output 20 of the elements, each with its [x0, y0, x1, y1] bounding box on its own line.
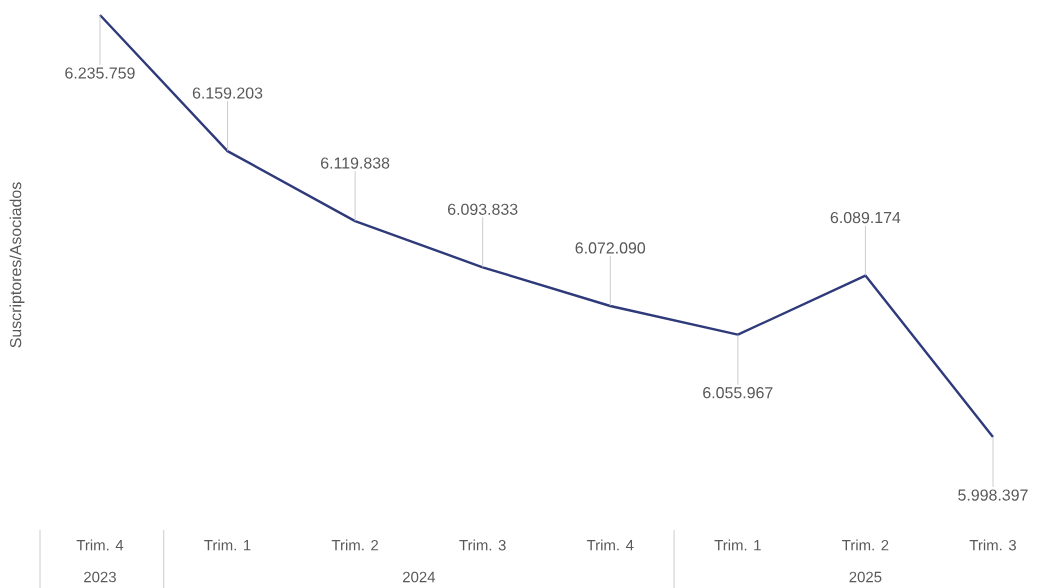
data-label: 6.119.838 — [321, 157, 390, 169]
data-label: 5.998.397 — [958, 489, 1028, 501]
x-tick-label: Trim. 3 — [969, 539, 1016, 551]
x-tick-label: Trim. 1 — [204, 539, 251, 551]
x-tick-label: Trim. 2 — [331, 539, 379, 551]
text: 2024 — [403, 571, 436, 583]
data-label: 6.159.203 — [192, 87, 263, 99]
x-tick-label: Trim. 3 — [459, 539, 506, 551]
data-label: 6.055.967 — [703, 387, 773, 399]
text: 2025 — [849, 571, 882, 583]
x-tick-label: Trim. 2 — [842, 539, 889, 551]
data-label: 6.089.174 — [830, 211, 901, 224]
x-tick-label: Trim. 4 — [586, 539, 634, 551]
y-axis-title: Suscriptores/Asociados — [9, 182, 25, 348]
data-label: 6.093.833 — [448, 203, 518, 215]
data-label: 6.072.090 — [575, 242, 646, 254]
x-tick-label: Trim. 1 — [714, 539, 761, 551]
data-label: 6.235.759 — [65, 67, 135, 79]
text: 2023 — [84, 571, 116, 583]
x-tick-label: Trim. 4 — [76, 539, 124, 551]
